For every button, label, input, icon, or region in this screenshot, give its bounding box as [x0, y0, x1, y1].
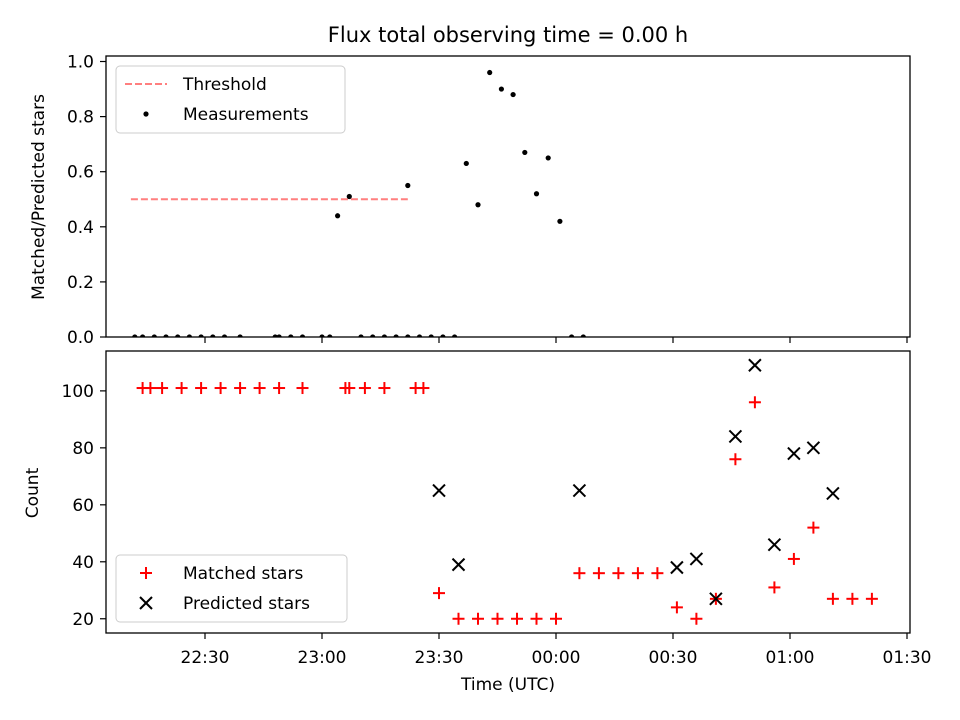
legend-measurements-label: Measurements — [183, 105, 309, 125]
measurement-point — [533, 191, 540, 197]
predicted-star-point — [432, 483, 446, 498]
predicted-star-point — [767, 537, 782, 552]
matched-star-point — [417, 382, 430, 395]
matched-star-point — [865, 592, 878, 605]
top-y-axis-label: Matched/Predicted stars — [29, 94, 49, 300]
matched-star-point — [690, 612, 703, 625]
matched-star-point — [452, 612, 465, 625]
matched-star-point — [768, 581, 781, 594]
matched-star-point — [253, 382, 266, 395]
bottom-y-tick-label: 20 — [72, 610, 94, 630]
matched-star-point — [787, 552, 800, 565]
bottom-y-tick-label: 40 — [72, 553, 94, 573]
measurement-point — [522, 149, 528, 156]
matched-star-point — [175, 382, 188, 395]
predicted-star-point — [709, 592, 723, 606]
matched-star-point — [156, 382, 169, 395]
matched-star-point — [573, 567, 586, 580]
measurement-point — [545, 155, 551, 161]
chart-title: Flux total observing time = 0.00 h — [328, 23, 688, 47]
bottom-legend: Matched stars Predicted stars — [115, 554, 348, 623]
measurement-point — [510, 91, 516, 98]
predicted-star-point — [748, 358, 762, 372]
measurement-point — [557, 218, 563, 224]
measurement-point — [475, 202, 481, 208]
matched-star-point — [378, 382, 391, 395]
top-y-tick-label: 0.2 — [67, 273, 94, 293]
matched-star-point — [826, 592, 839, 605]
matched-star-point — [807, 521, 820, 534]
matched-star-point — [358, 382, 371, 395]
top-y-tick-label: 1.0 — [67, 53, 94, 73]
bottom-axes-frame — [105, 350, 911, 634]
matched-star-point — [651, 567, 664, 580]
matched-star-point — [214, 382, 227, 395]
bottom-y-tick-label: 60 — [72, 496, 94, 516]
legend-predicted-label: Predicted stars — [183, 594, 310, 614]
matched-star-point — [511, 612, 523, 625]
x-tick-label: 23:00 — [298, 648, 347, 668]
matched-star-point — [273, 382, 286, 395]
x-tick-label: 22:30 — [181, 648, 230, 668]
predicted-star-point — [670, 560, 684, 575]
top-y-tick-label: 0.0 — [67, 328, 94, 348]
top-legend-box — [115, 65, 346, 134]
measurement-point — [335, 213, 341, 219]
bottom-y-tick-label: 100 — [62, 382, 94, 402]
matched-star-point — [491, 612, 504, 625]
legend-predicted-swatch — [139, 596, 153, 610]
x-tick-label: 01:30 — [883, 648, 932, 668]
measurement-point — [487, 69, 493, 76]
matched-star-point — [748, 396, 761, 409]
top-y-tick-label: 0.4 — [67, 218, 94, 238]
matched-star-point — [631, 567, 644, 580]
x-tick-label: 00:30 — [649, 648, 698, 668]
bottom-legend-box — [115, 554, 348, 623]
matched-star-point — [234, 382, 247, 395]
matched-star-point — [612, 567, 625, 580]
measurement-point — [463, 160, 469, 167]
top-axes-frame — [105, 55, 911, 338]
predicted-star-point — [572, 483, 587, 498]
legend-threshold-label: Threshold — [182, 75, 267, 95]
matched-star-point — [592, 567, 605, 580]
matched-star-point — [670, 601, 683, 614]
matched-star-point — [530, 612, 543, 625]
top-y-tick-label: 0.6 — [67, 163, 94, 183]
measurement-point — [346, 193, 352, 200]
matched-star-point — [550, 612, 562, 625]
matched-star-point — [144, 382, 157, 395]
predicted-star-point — [728, 429, 743, 444]
legend-matched-swatch — [140, 567, 152, 579]
predicted-star-point — [826, 486, 840, 501]
bottom-y-tick-label: 80 — [72, 439, 94, 459]
x-tick-label: 01:00 — [766, 648, 815, 668]
x-axis-label: Time (UTC) — [460, 675, 555, 695]
matched-star-point — [846, 592, 859, 605]
bottom-y-axis-label: Count — [23, 467, 43, 518]
legend-measurements-swatch — [143, 111, 149, 117]
matched-star-point — [433, 587, 445, 600]
top-y-tick-label: 0.8 — [67, 108, 94, 128]
matched-star-point — [343, 382, 356, 395]
matched-star-point — [729, 453, 742, 466]
x-tick-label: 23:30 — [415, 648, 464, 668]
predicted-star-point — [689, 552, 704, 566]
matched-star-point — [296, 382, 309, 395]
x-tick-label: 00:00 — [532, 648, 581, 668]
predicted-star-point — [451, 557, 466, 572]
bottom-plot-area — [136, 358, 878, 625]
predicted-star-point — [806, 441, 821, 455]
matched-star-point — [195, 382, 208, 395]
predicted-star-point — [787, 446, 801, 461]
measurement-point — [498, 86, 504, 92]
measurement-point — [405, 182, 411, 189]
legend-matched-label: Matched stars — [183, 564, 303, 584]
top-legend: Threshold Measurements — [115, 65, 346, 134]
matched-star-point — [472, 612, 484, 625]
